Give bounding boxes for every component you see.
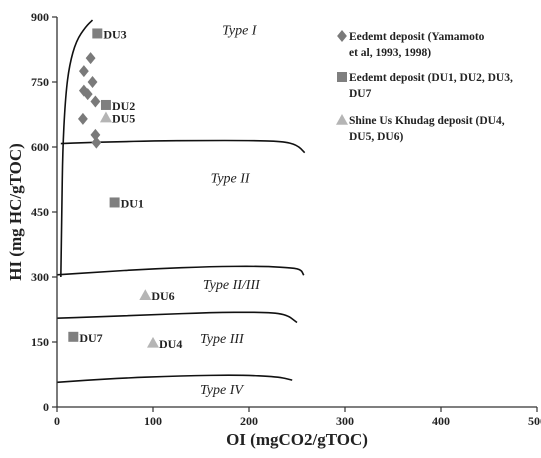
point-label: DU2 <box>112 99 135 113</box>
point-labels: DU3 DU2 DU1 DU7 DU5 DU6 DU4 <box>79 27 182 350</box>
region-label: Type I <box>222 23 258 38</box>
region-label: Type II/III <box>203 278 261 293</box>
legend-text-line: Eedemt deposit (DU1, DU2, DU3, DU7 <box>349 72 513 100</box>
data-points <box>68 28 159 348</box>
legend-marker-square <box>337 72 347 82</box>
region-label: Type II <box>211 172 251 187</box>
boundary-curves <box>56 19 306 384</box>
data-point-square <box>92 28 103 39</box>
y-tick-marks: 0 150 300 450 600 750 900 <box>31 10 57 414</box>
y-tick-label: 300 <box>31 270 49 284</box>
point-label: DU5 <box>112 112 135 126</box>
y-axis-title: HI (mg HC/gTOC) <box>6 143 25 281</box>
point-label: DU1 <box>121 196 144 210</box>
region-label: Type IV <box>200 383 244 398</box>
legend-marker-diamond <box>337 30 347 42</box>
data-point-diamond <box>82 88 93 101</box>
data-point-diamond <box>90 95 101 108</box>
data-point-triangle <box>99 111 112 123</box>
y-tick-label: 150 <box>31 335 49 349</box>
y-tick-label: 900 <box>31 10 49 24</box>
data-point-diamond <box>90 128 101 141</box>
boundary-curve <box>56 374 293 384</box>
data-point-diamond <box>91 136 102 149</box>
x-axis-title: OI (mgCO2/gTOC) <box>226 430 368 449</box>
data-point-diamond <box>85 52 96 65</box>
x-tick-label: 400 <box>432 414 450 428</box>
data-point-square <box>68 331 79 342</box>
point-label: DU3 <box>103 27 126 41</box>
boundary-curve <box>56 311 298 324</box>
legend-marker-triangle <box>336 114 348 125</box>
y-tick-label: 450 <box>31 205 49 219</box>
x-tick-label: 0 <box>54 414 60 428</box>
y-tick-label: 0 <box>43 400 49 414</box>
data-point-triangle <box>147 336 159 348</box>
data-point-triangle <box>139 289 152 300</box>
data-point-diamond <box>78 65 89 78</box>
region-labels: Type I Type II Type II/III Type III Type IV <box>200 23 261 398</box>
point-label: DU4 <box>159 337 182 351</box>
data-point-diamond <box>87 76 98 88</box>
legend-text-line: Eedemt deposit (Yamamoto et al, 1993, 199… <box>349 31 485 59</box>
boundary-curve <box>60 19 94 278</box>
y-tick-label: 600 <box>31 140 49 154</box>
x-tick-label: 300 <box>336 414 354 428</box>
x-tick-label: 500 <box>528 414 541 428</box>
x-tick-label: 200 <box>240 414 258 428</box>
data-point-square <box>100 99 111 110</box>
data-point-diamond <box>78 84 89 97</box>
data-point-square <box>109 197 120 208</box>
point-label: DU6 <box>151 289 174 303</box>
legend: Eedemt deposit (Yamamoto et al, 1993, 199… <box>336 30 513 143</box>
region-label: Type III <box>200 332 245 347</box>
y-tick-label: 750 <box>31 75 49 89</box>
boundary-curve <box>56 265 305 276</box>
data-point-diamond <box>78 112 88 125</box>
point-label: DU7 <box>79 331 102 345</box>
legend-text-line: Shine Us Khudag deposit (DU4, DU5, DU6) <box>349 115 505 143</box>
x-tick-label: 100 <box>144 414 162 428</box>
x-tick-marks: 0 100 200 300 400 500 <box>54 407 541 428</box>
